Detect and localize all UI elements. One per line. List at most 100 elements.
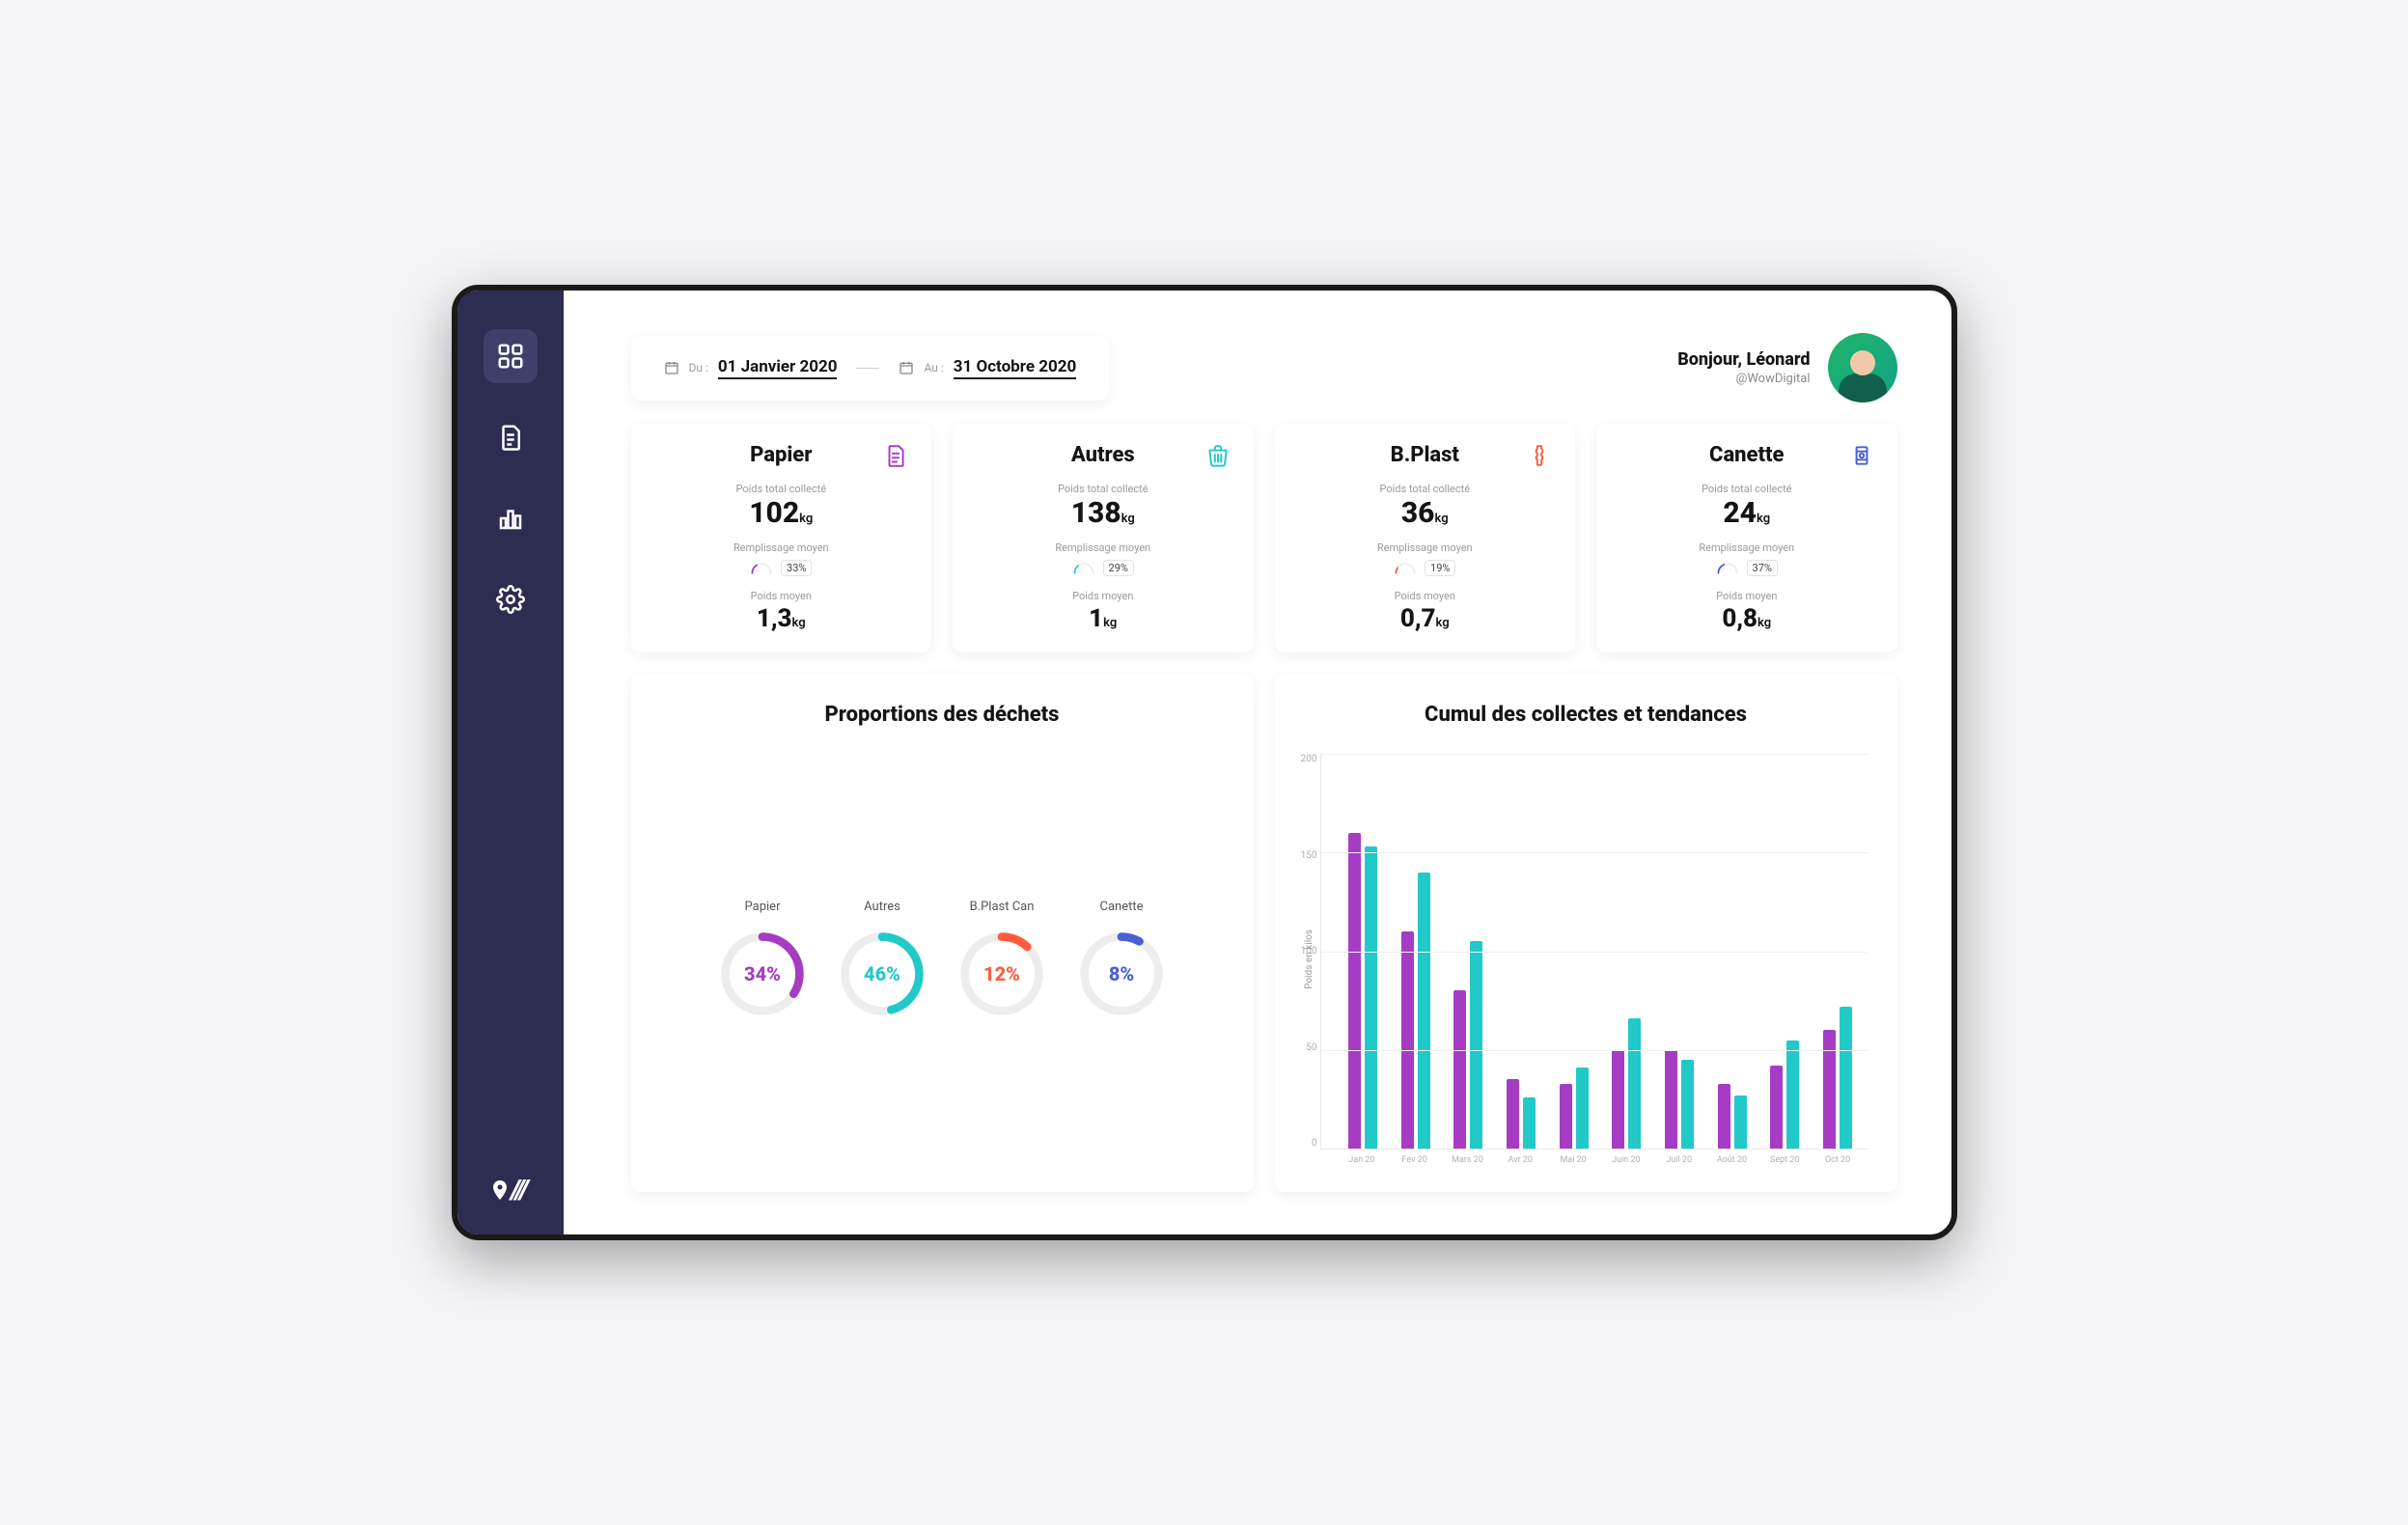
label-poids-total: Poids total collecté: [652, 483, 911, 495]
panels-row: Proportions des déchets Papier 34% Autres4…: [631, 674, 1897, 1192]
avatar[interactable]: [1828, 333, 1897, 402]
gauge-pct: 37%: [1747, 560, 1778, 576]
bar-series-a: [1770, 1066, 1783, 1149]
label-remplissage: Remplissage moyen: [974, 541, 1232, 554]
gauge-row: 37%: [1618, 560, 1876, 576]
date-range-picker[interactable]: Du : 01 Janvier 2020 Au : 31 Octobre 202…: [631, 336, 1110, 401]
bar-series-a: [1823, 1030, 1836, 1149]
document-icon: [496, 423, 525, 452]
bar-series-b: [1523, 1097, 1536, 1149]
gauge-icon: [1072, 562, 1095, 575]
stat-total: 24kg: [1618, 499, 1876, 528]
date-from[interactable]: Du : 01 Janvier 2020: [664, 357, 838, 379]
gauge-row: 19%: [1296, 560, 1555, 576]
proportions-title: Proportions des déchets: [660, 703, 1225, 727]
x-tick: Oct 20: [1813, 1155, 1863, 1165]
x-labels: Jan 20Fev 20Mars 20Avr 20Mai 20Juin 20Ju…: [1320, 1155, 1868, 1165]
bar-series-b: [1681, 1060, 1694, 1149]
y-tick: 100: [1288, 946, 1317, 957]
stat-card-bplast[interactable]: B.PlastPoids total collecté36kgRemplissa…: [1275, 424, 1576, 652]
x-tick: Sept 20: [1760, 1155, 1810, 1165]
stat-total: 36kg: [1296, 499, 1555, 528]
stat-card-title: B.Plast: [1391, 443, 1459, 467]
gauge-pct: 29%: [1103, 560, 1134, 576]
y-tick: 50: [1288, 1042, 1317, 1053]
bar-chart-plot: 200150100500: [1320, 754, 1868, 1150]
pin-icon: [493, 1180, 507, 1200]
stat-card-papier[interactable]: PapierPoids total collecté102kgRemplissa…: [631, 424, 932, 652]
bar-group: [1549, 754, 1598, 1149]
stat-total: 138kg: [974, 499, 1232, 528]
donut-canette: Canette 8%: [1075, 900, 1168, 1020]
bar-series-b: [1418, 873, 1430, 1149]
nav-stats[interactable]: [484, 491, 538, 545]
date-separator: [856, 368, 879, 369]
gauge-pct: 33%: [781, 560, 812, 576]
gauge-icon: [750, 562, 773, 575]
bar-group: [1497, 754, 1546, 1149]
donut-pct: 34%: [716, 928, 809, 1020]
bars-icon: [496, 504, 525, 533]
user-greeting: Bonjour, Léonard: [1677, 349, 1810, 370]
stat-card-autres[interactable]: Autres Poids total collecté 138kg Remplissa…: [953, 424, 1254, 652]
donut-chart: 34%: [716, 928, 809, 1020]
sidebar: ///: [457, 291, 564, 1234]
label-remplissage: Remplissage moyen: [1618, 541, 1876, 554]
label-poids-moyen: Poids moyen: [1618, 590, 1876, 602]
user-block[interactable]: Bonjour, Léonard @WowDigital: [1677, 333, 1896, 402]
gauge-row: 29%: [974, 560, 1232, 576]
label-poids-moyen: Poids moyen: [652, 590, 911, 602]
label-poids-total: Poids total collecté: [1296, 483, 1555, 495]
stat-avg: 0,8kg: [1618, 606, 1876, 631]
stat-avg: 0,7kg: [1296, 606, 1555, 631]
stat-card-title: Papier: [750, 443, 812, 467]
user-handle: @WowDigital: [1677, 372, 1810, 386]
bar-series-a: [1665, 1050, 1677, 1149]
nav-dashboard[interactable]: [484, 329, 538, 383]
bar-group: [1602, 754, 1651, 1149]
date-to-label: Au :: [924, 361, 943, 374]
donut-label: Papier: [716, 900, 809, 914]
bar-series-a: [1507, 1079, 1519, 1149]
bar-series-b: [1628, 1018, 1641, 1149]
date-to[interactable]: Au : 31 Octobre 2020: [899, 357, 1076, 379]
x-tick: Mars 20: [1443, 1155, 1492, 1165]
gear-icon: [496, 585, 525, 614]
gauge-row: 33%: [652, 560, 911, 576]
stat-card-title: Autres: [1071, 443, 1135, 467]
label-poids-total: Poids total collecté: [1618, 483, 1876, 495]
nav-documents[interactable]: [484, 410, 538, 464]
x-tick: Jan 20: [1338, 1155, 1387, 1165]
device-frame: /// Du : 01 Janvier 2020 Au :: [452, 285, 1957, 1240]
bar-group: [1760, 754, 1810, 1149]
bar-series-b: [1734, 1095, 1747, 1149]
label-poids-total: Poids total collecté: [974, 483, 1232, 495]
x-tick: Avr 20: [1496, 1155, 1545, 1165]
stat-card-canette[interactable]: CanettePoids total collecté24kgRemplissa…: [1596, 424, 1897, 652]
bar-series-a: [1560, 1084, 1572, 1149]
top-row: Du : 01 Janvier 2020 Au : 31 Octobre 202…: [631, 333, 1897, 402]
gauge-icon: [1394, 562, 1417, 575]
stat-total: 102kg: [652, 499, 911, 528]
y-tick: 200: [1288, 754, 1317, 764]
y-tick: 150: [1288, 850, 1317, 861]
donut-chart: 12%: [955, 928, 1048, 1020]
y-ticks: 200 150 100 50 0: [1288, 754, 1317, 1149]
donut-chart: 8%: [1075, 928, 1168, 1020]
stat-avg: 1,3kg: [652, 606, 911, 631]
donut-autres: Autres46%: [836, 900, 928, 1020]
y-tick: 0: [1288, 1138, 1317, 1149]
nav-settings[interactable]: [484, 572, 538, 626]
x-tick: Mai 20: [1549, 1155, 1598, 1165]
calendar-icon: [899, 360, 914, 375]
barchart-panel: Cumul des collectes et tendances Poids e…: [1275, 674, 1897, 1192]
calendar-icon: [664, 360, 679, 375]
label-poids-moyen: Poids moyen: [974, 590, 1232, 602]
bar-series-b: [1840, 1007, 1852, 1149]
logo: ///: [493, 1174, 527, 1206]
bar-series-a: [1401, 931, 1414, 1149]
donut-label: Canette: [1075, 900, 1168, 914]
bar-series-b: [1470, 941, 1482, 1149]
label-poids-moyen: Poids moyen: [1296, 590, 1555, 602]
bar-group: [1813, 754, 1863, 1149]
